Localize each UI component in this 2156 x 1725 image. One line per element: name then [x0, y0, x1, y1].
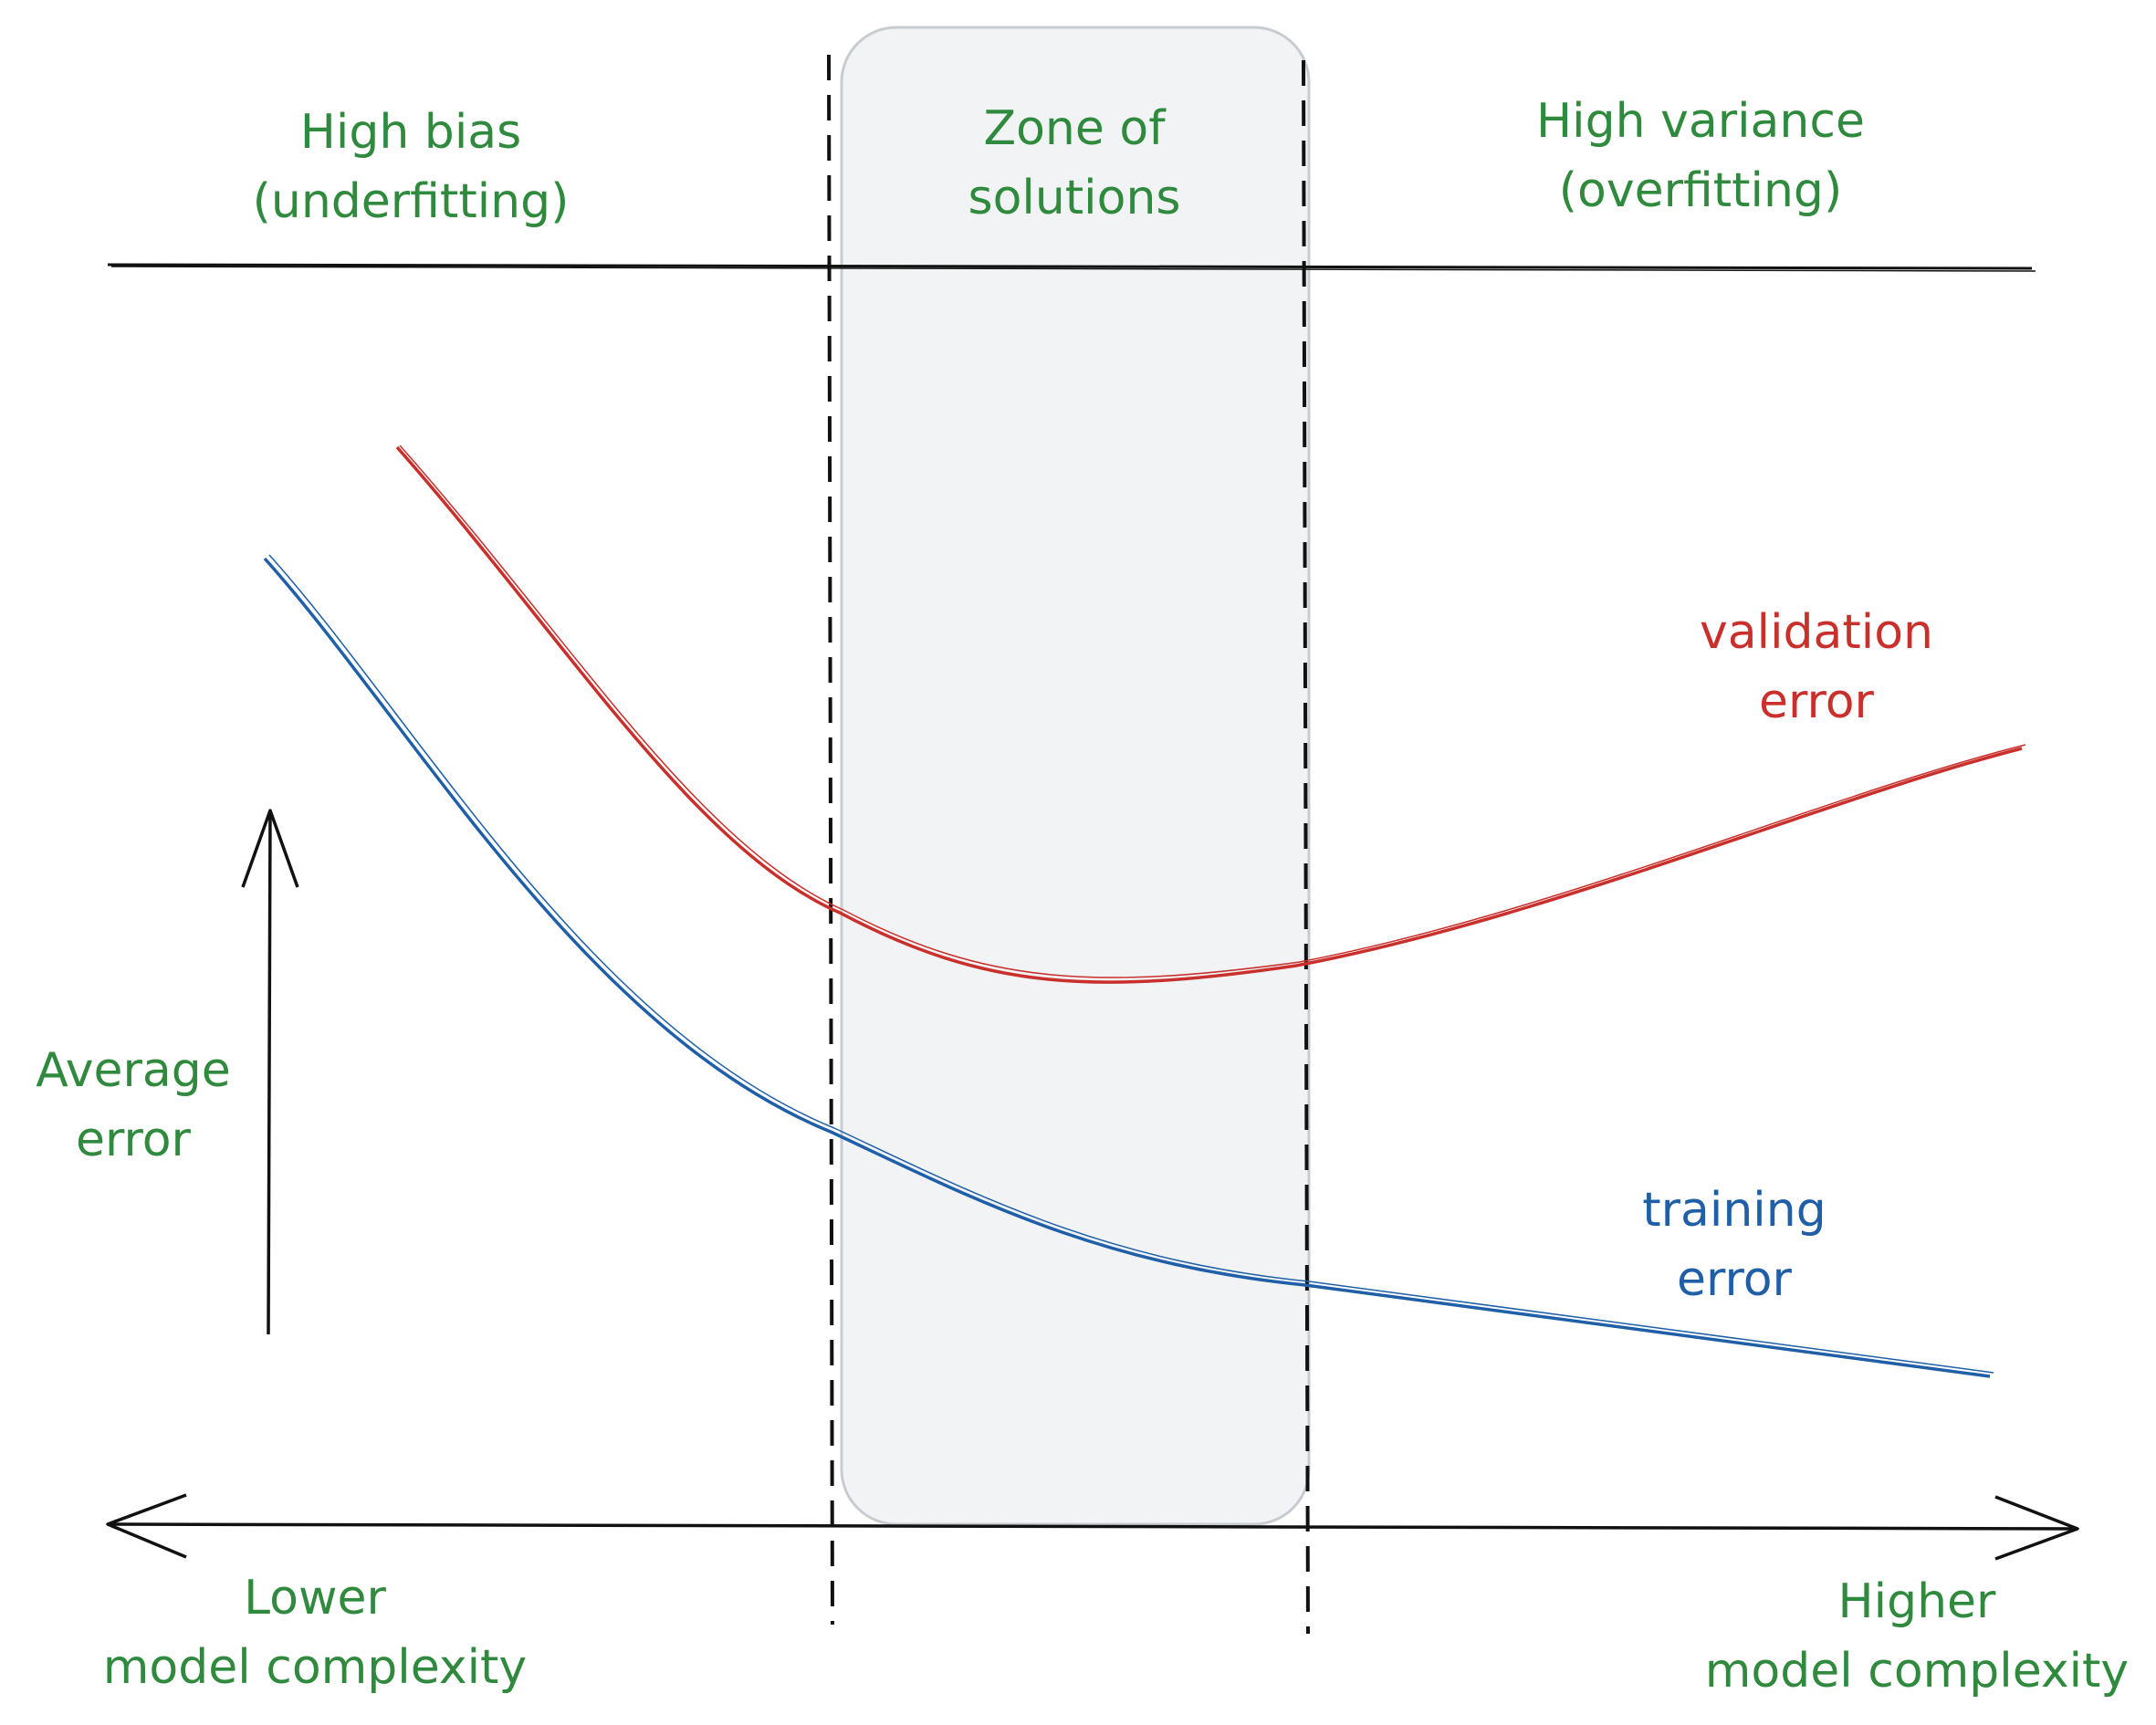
high-bias-label-line1: High bias: [300, 105, 521, 160]
zone-label-line1: Zone of: [983, 101, 1167, 156]
top-divider-line-sketch: [110, 266, 2036, 272]
lower-complexity-label-line1: Lower: [244, 1571, 386, 1626]
lower-complexity-label-line2: model complexity: [103, 1640, 527, 1695]
validation-error-curve-sketch: [399, 444, 2026, 978]
y-axis-arrowhead-icon: [241, 809, 299, 888]
zone-label-line2: solutions: [968, 171, 1180, 225]
average-error-label-line2: error: [76, 1113, 192, 1167]
x-axis-arrow-shaft: [107, 1522, 2078, 1531]
training-error-curve-sketch: [268, 554, 1994, 1374]
higher-complexity-label-line2: model complexity: [1705, 1644, 2129, 1699]
x-axis-right-arrowhead-icon: [1994, 1495, 2079, 1561]
training-error-label-line1: training: [1642, 1183, 1826, 1238]
left-dashed-boundary: [827, 54, 834, 1626]
y-axis-arrow-shaft: [267, 810, 272, 1335]
high-variance-label-line2: (overfitting): [1559, 163, 1842, 218]
x-axis-left-arrowhead-icon: [106, 1493, 187, 1559]
training-error-curve: [263, 557, 1991, 1378]
validation-error-label-line2: error: [1759, 674, 1875, 729]
top-divider-line: [107, 263, 2033, 270]
average-error-label-line1: Average: [36, 1043, 231, 1098]
high-variance-label-line1: High variance: [1536, 94, 1865, 149]
validation-error-label-line1: validation: [1700, 605, 1933, 660]
validation-error-curve: [395, 445, 2023, 984]
right-dashed-boundary: [1302, 59, 1310, 1635]
training-error-label-line2: error: [1677, 1252, 1793, 1307]
high-bias-label-line2: (underfitting): [253, 174, 570, 229]
solution-zone-box: [840, 26, 1311, 1526]
higher-complexity-label-line1: Higher: [1838, 1574, 1997, 1629]
